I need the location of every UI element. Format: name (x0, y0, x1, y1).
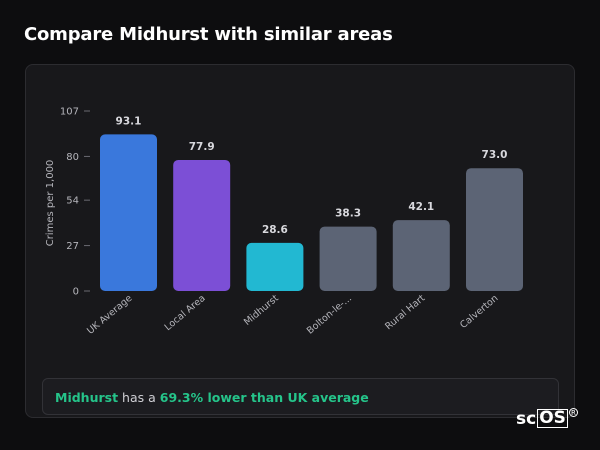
brand-logo: sc OS R (516, 408, 578, 430)
bar-value-label: 28.6 (262, 224, 288, 236)
bar-uk-average[interactable] (100, 134, 157, 291)
x-tick-label: Local Area (163, 293, 208, 333)
y-tick-label: 54 (66, 196, 79, 207)
value-labels: 93.1 77.9 28.6 38.3 42.1 73.0 (116, 115, 508, 236)
y-tick-label: 0 (73, 287, 79, 298)
comparison-summary: Midhurst has a 69.3% lower than UK avera… (42, 378, 559, 415)
x-tick-label: Bolton-le-... (305, 293, 354, 337)
bars (100, 134, 523, 291)
bar-chart: 0 27 54 80 107 Crimes per 1,000 93.1 77.9 28.6… (45, 107, 523, 337)
bar-value-label: 42.1 (408, 201, 434, 213)
x-axis-labels: UK Average Local Area Midhurst Bolton-le-..… (85, 293, 500, 337)
x-tick-label: Calverton (458, 293, 500, 331)
summary-stat: 69.3% lower than UK average (159, 390, 369, 405)
x-tick-label: UK Average (85, 293, 134, 337)
bar-value-label: 93.1 (116, 115, 142, 127)
summary-area-name: Midhurst (55, 390, 119, 405)
bar-value-label: 77.9 (189, 141, 215, 153)
bar-value-label: 38.3 (335, 208, 361, 220)
x-tick-label: Rural Hart (383, 293, 427, 333)
summary-connector: has a (118, 390, 160, 405)
bar-value-label: 73.0 (482, 149, 508, 161)
y-axis: 0 27 54 80 107 (60, 107, 90, 298)
x-tick-label: Midhurst (242, 293, 281, 328)
page-title: Compare Midhurst with similar areas (24, 24, 393, 45)
bar-rural-hart[interactable] (392, 220, 450, 291)
bar-midhurst[interactable] (246, 242, 304, 291)
brand-boxed-text: OS (537, 408, 568, 428)
bar-bolton-le[interactable] (319, 226, 377, 291)
chart-card: 0 27 54 80 107 Crimes per 1,000 93.1 77.9 28.6… (25, 64, 575, 418)
y-tick-label: 107 (60, 107, 79, 118)
y-tick-label: 27 (66, 241, 79, 252)
y-tick-label: 80 (66, 152, 79, 163)
registered-mark-icon: R (568, 408, 578, 417)
y-axis-label: Crimes per 1,000 (45, 160, 56, 247)
brand-prefix: sc (516, 409, 537, 429)
bar-local-area[interactable] (173, 159, 231, 291)
bar-calverton[interactable] (466, 168, 523, 291)
